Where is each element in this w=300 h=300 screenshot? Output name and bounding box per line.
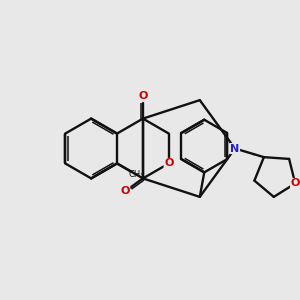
Text: O: O xyxy=(290,178,300,188)
Text: CH₃: CH₃ xyxy=(128,170,144,179)
Text: O: O xyxy=(164,158,173,169)
Text: O: O xyxy=(120,186,130,197)
Text: O: O xyxy=(138,92,148,101)
Text: N: N xyxy=(230,143,239,154)
